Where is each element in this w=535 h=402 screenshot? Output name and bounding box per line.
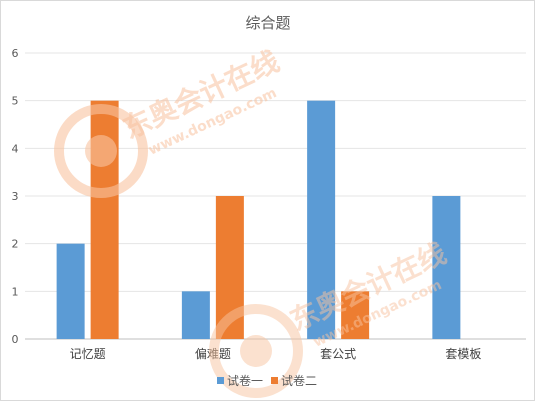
y-tick-label: 1 [12, 285, 19, 298]
x-axis-ticks: 记忆题 偏难题 套公式 套模板 [70, 346, 482, 361]
y-tick-label: 0 [12, 333, 19, 346]
legend-swatch-2 [271, 377, 278, 384]
legend-swatch-1 [217, 377, 224, 384]
bars [56, 100, 461, 340]
legend: 试卷一 试卷二 [217, 373, 317, 388]
y-tick-label: 6 [12, 47, 19, 60]
bar-1-4 [432, 196, 461, 339]
x-tick-label: 套公式 [320, 347, 356, 361]
watermark-url: www.dongao.com [146, 85, 279, 159]
bar-1-1 [56, 243, 85, 339]
watermark-brand: 东奥会计在线 [118, 44, 284, 145]
x-tick-label: 套模板 [445, 347, 481, 361]
x-tick-label: 记忆题 [70, 347, 106, 361]
bar-1-2 [181, 291, 210, 339]
chart-title: 综合题 [245, 14, 290, 32]
y-tick-label: 5 [12, 95, 19, 108]
legend-label-2: 试卷二 [281, 373, 317, 388]
x-tick-label: 偏难题 [195, 346, 231, 361]
bar-2-1 [90, 100, 119, 340]
legend-label-1: 试卷一 [227, 373, 263, 388]
y-tick-label: 4 [12, 142, 19, 155]
y-tick-label: 3 [12, 190, 19, 203]
y-tick-label: 2 [12, 238, 19, 251]
bar-2-3 [341, 291, 370, 339]
y-axis-ticks: 0 1 2 3 4 5 6 [12, 47, 19, 346]
bar-1-3 [307, 100, 336, 340]
bar-2-2 [215, 196, 244, 339]
